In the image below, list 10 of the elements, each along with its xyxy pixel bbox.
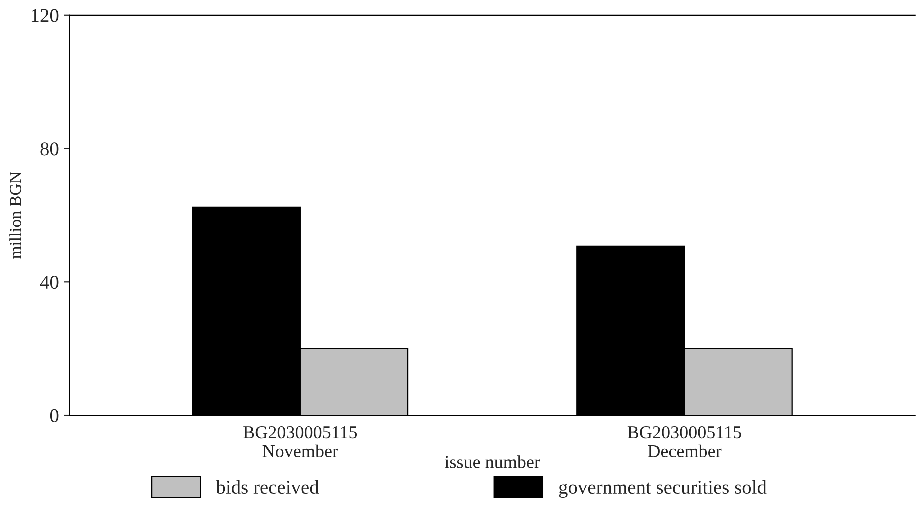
y-tick-label: 0 — [50, 409, 59, 422]
y-tick-label: 80 — [40, 142, 59, 156]
y-axis-title: million BGN — [10, 172, 22, 259]
legend-label: bids received — [216, 480, 320, 494]
x-tick-label: BG2030005115 November — [244, 426, 358, 458]
x-tick-label: BG2030005115 December — [628, 426, 742, 458]
legend-label: government securities sold — [559, 480, 767, 498]
x-axis-title: issue number — [445, 456, 540, 468]
y-tick-label: 120 — [32, 9, 59, 22]
y-tick-label: 40 — [40, 276, 59, 290]
